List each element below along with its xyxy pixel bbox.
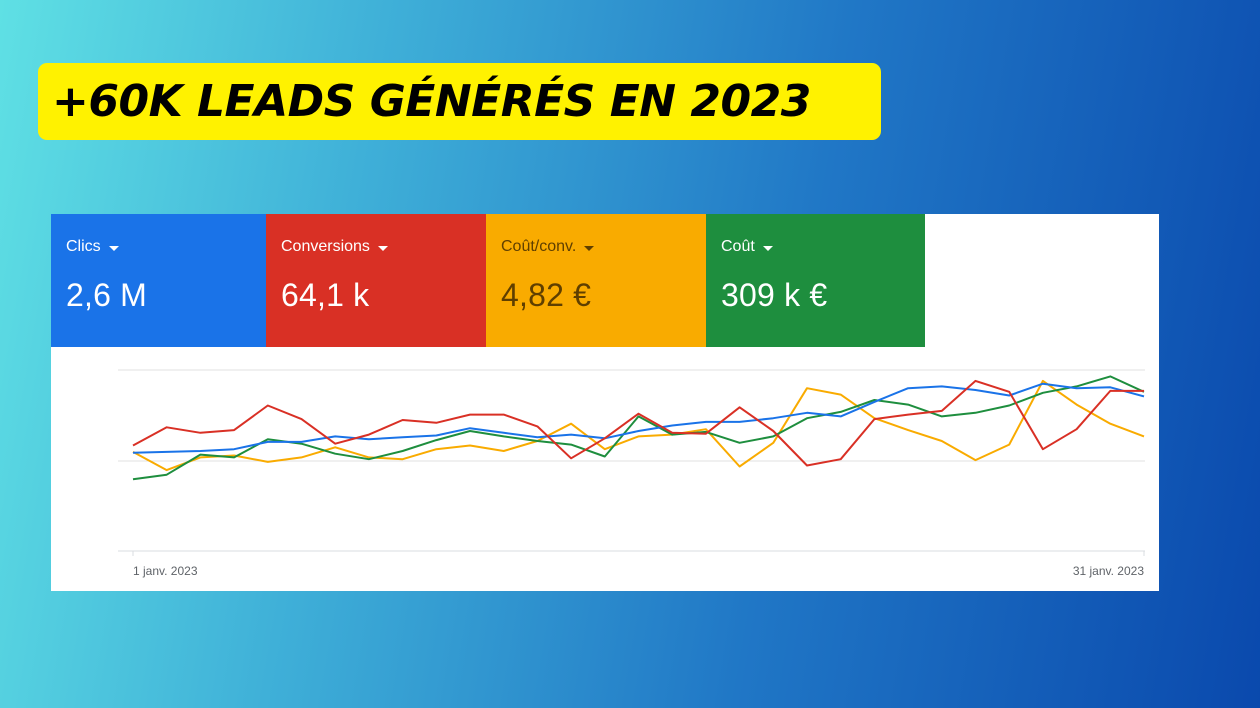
metric-label: Clics — [66, 238, 266, 256]
series-line-1 — [132, 379, 1144, 467]
metric-tile-conversions[interactable]: Conversions 64,1 k — [266, 214, 486, 347]
metric-value: 2,6 M — [66, 277, 148, 313]
metric-label-text: Coût — [721, 238, 755, 255]
metric-label: Coût/conv. — [501, 238, 706, 256]
metric-label: Coût — [721, 238, 925, 256]
metric-label: Conversions — [281, 238, 486, 256]
metric-value: 4,82 € — [501, 277, 592, 313]
metric-value: 64,1 k — [281, 277, 370, 313]
x-tick-label-end: 31 janv. 2023 — [1073, 564, 1144, 578]
metric-label-text: Conversions — [281, 238, 370, 255]
line-chart: 1 janv. 2023 31 janv. 2023 — [118, 369, 1145, 578]
metric-label-text: Coût/conv. — [501, 238, 577, 255]
metric-tile-cout-conv[interactable]: Coût/conv. 4,82 € — [486, 214, 706, 347]
dropdown-caret-icon[interactable] — [377, 245, 388, 251]
series-line-2 — [132, 379, 1145, 472]
series-layer — [132, 375, 1145, 481]
dropdown-caret-icon[interactable] — [584, 245, 595, 251]
series-line-3 — [132, 375, 1145, 481]
metric-tile-clics[interactable]: Clics 2,6 M — [51, 214, 266, 347]
headline-banner: +60K LEADS GÉNÉRÉS EN 2023 — [38, 63, 881, 140]
performance-panel: Clics 2,6 M Conversions 64,1 k Coût/conv… — [51, 214, 1159, 591]
headline-text: +60K LEADS GÉNÉRÉS EN 2023 — [52, 76, 811, 127]
metric-value: 309 k € — [721, 277, 828, 313]
dropdown-caret-icon[interactable] — [108, 245, 119, 251]
metric-label-text: Clics — [66, 238, 101, 255]
x-tick-label-start: 1 janv. 2023 — [133, 564, 198, 578]
series-line-0 — [132, 382, 1145, 454]
dropdown-caret-icon[interactable] — [762, 245, 773, 251]
metric-tiles: Clics 2,6 M Conversions 64,1 k Coût/conv… — [51, 214, 925, 347]
metric-tile-cout[interactable]: Coût 309 k € — [706, 214, 925, 347]
